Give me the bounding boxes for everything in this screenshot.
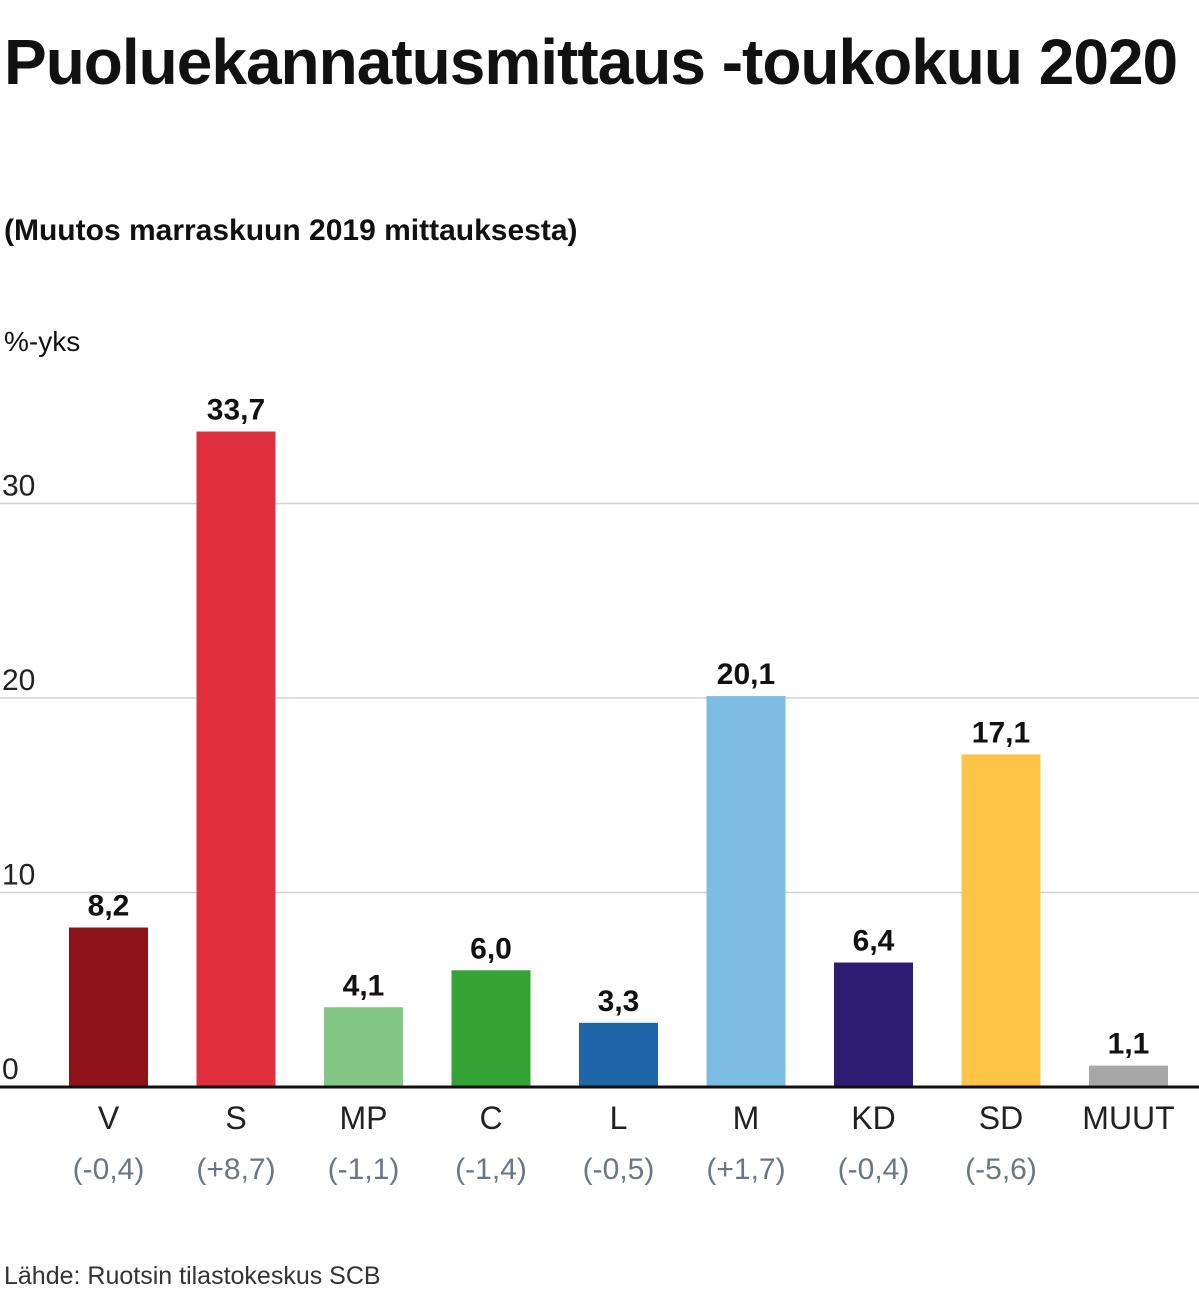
x-tick-label: KD (851, 1100, 895, 1136)
bar-chart: 0 10 20 30 8,2 V (-0,4) 33,7 S (+8,7) 4,1 MP (-1,1) 6… (0, 394, 1199, 1186)
chart-title: Puoluekannatusmittaus -toukokuu 2020 (4, 26, 1178, 98)
x-tick-label: MUUT (1082, 1100, 1174, 1136)
source-note: Lähde: Ruotsin tilastokeskus SCB (4, 1262, 381, 1290)
x-tick-label: V (98, 1100, 120, 1136)
y-tick-label: 30 (2, 470, 35, 503)
bar-value-label: 17,1 (972, 716, 1030, 749)
x-tick-label: C (479, 1100, 502, 1136)
bar-value-label: 1,1 (1108, 1028, 1150, 1061)
bar-value-label: 33,7 (207, 394, 265, 427)
y-tick-label: 0 (2, 1053, 19, 1086)
change-label: (+1,7) (706, 1153, 785, 1186)
x-tick-label: MP (340, 1100, 388, 1136)
bar (961, 754, 1041, 1087)
change-label: (-1,4) (455, 1153, 527, 1186)
change-label: (-0,4) (838, 1153, 910, 1186)
bar (69, 927, 148, 1087)
chart-subtitle: (Muutos marraskuun 2019 mittauksesta) (4, 214, 578, 247)
bar-value-label: 4,1 (343, 969, 385, 1002)
x-tick-label: L (610, 1100, 628, 1136)
bar (196, 431, 276, 1087)
y-tick-label: 20 (2, 664, 35, 697)
x-tick-label: M (733, 1100, 760, 1136)
change-label: (-0,4) (73, 1153, 145, 1186)
change-label: (-5,6) (965, 1153, 1037, 1186)
bar-value-label: 8,2 (88, 890, 130, 923)
bar (579, 1022, 658, 1087)
bar (706, 696, 786, 1087)
x-tick-label: SD (979, 1100, 1023, 1136)
bar-value-label: 20,1 (717, 658, 775, 691)
bar (834, 962, 913, 1087)
bar-value-label: 6,0 (470, 932, 512, 965)
x-tick-label: S (225, 1100, 246, 1136)
bar-value-label: 6,4 (853, 925, 895, 958)
change-label: (-1,1) (328, 1153, 400, 1186)
y-axis-unit-label: %-yks (4, 326, 81, 357)
y-tick-label: 10 (2, 859, 35, 892)
bar (451, 970, 531, 1087)
bar (1089, 1065, 1168, 1087)
bar (324, 1007, 403, 1087)
change-label: (-0,5) (583, 1153, 655, 1186)
change-label: (+8,7) (196, 1153, 275, 1186)
bar-value-label: 3,3 (598, 985, 640, 1018)
